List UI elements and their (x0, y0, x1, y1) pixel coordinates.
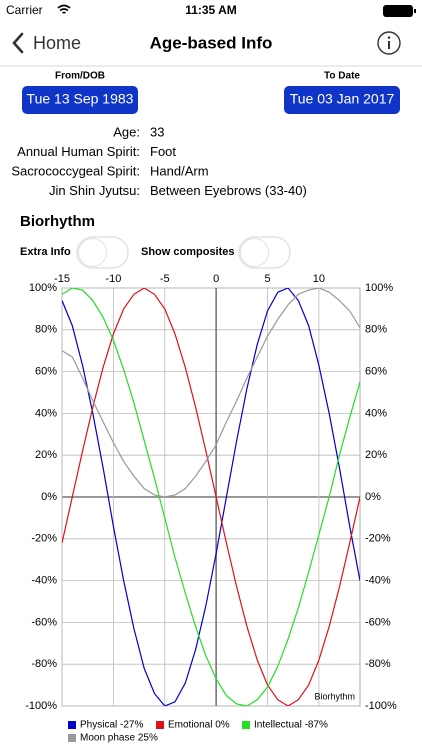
toggle-knob[interactable] (78, 238, 107, 267)
y2-tick-label: -80% (365, 658, 391, 670)
series-line (62, 288, 360, 498)
from-label: From/DOB (55, 71, 105, 82)
from-date[interactable]: Tue 13 Sep 1983 (27, 91, 134, 107)
back-button[interactable]: Home (33, 33, 81, 53)
y-tick-label: -80% (31, 658, 57, 670)
nav-title: Age-based Info (150, 33, 273, 52)
info-label: Sacrococcygeal Spirit: (11, 163, 140, 178)
y2-tick-label: 80% (365, 324, 387, 336)
y-tick-label: -40% (31, 575, 57, 587)
y2-tick-label: -20% (365, 533, 391, 545)
toggle-knob[interactable] (240, 238, 269, 267)
battery-tip (414, 9, 416, 13)
battery (383, 5, 413, 17)
info-value: 33 (150, 124, 164, 139)
to-date-button[interactable] (284, 86, 400, 114)
legend-label: Physical -27% (80, 720, 143, 731)
y2-tick-label: 60% (365, 366, 387, 378)
info-value: Foot (150, 144, 176, 159)
x-tick-label: 0 (213, 273, 219, 285)
y2-tick-label: 100% (365, 282, 393, 294)
from-date-button[interactable] (22, 86, 138, 114)
y2-tick-label: 40% (365, 407, 387, 419)
legend-label: Moon phase 25% (80, 733, 158, 744)
legend-swatch (68, 734, 76, 742)
carrier: Carrier (6, 3, 43, 17)
wifi-icon (57, 4, 71, 14)
back-chevron[interactable] (12, 32, 24, 54)
to-date[interactable]: Tue 03 Jan 2017 (290, 91, 395, 107)
legend-swatch (68, 721, 76, 729)
y-tick-label: 40% (35, 407, 57, 419)
y-tick-label: 80% (35, 324, 57, 336)
series-line (62, 288, 360, 706)
info-glyph (388, 41, 390, 49)
series-line (62, 288, 360, 706)
x-tick-label: -5 (160, 273, 170, 285)
info-button[interactable] (377, 31, 401, 55)
legend-label: Emotional 0% (168, 720, 230, 731)
y-tick-label: 60% (35, 366, 57, 378)
legend-label: Intellectual -87% (254, 720, 328, 731)
info-label: Annual Human Spirit: (17, 144, 140, 159)
x-tick-label: 10 (313, 273, 325, 285)
y2-tick-label: -100% (365, 700, 397, 712)
series-line (62, 288, 360, 706)
y2-tick-label: 20% (365, 449, 387, 461)
info-label: Age: (113, 124, 140, 139)
clock: 11:35 AM (185, 3, 237, 17)
to-label: To Date (324, 71, 360, 82)
x-tick-label: 5 (264, 273, 270, 285)
y-tick-label: 0% (41, 491, 57, 503)
info-value: Hand/Arm (150, 163, 209, 178)
y2-tick-label: 0% (365, 491, 381, 503)
y-tick-label: -100% (25, 700, 57, 712)
y-tick-label: 100% (29, 282, 57, 294)
x-tick-label: -10 (105, 273, 121, 285)
toggle-label: Show composites (141, 246, 235, 258)
x-tick-label: -15 (54, 273, 70, 285)
y-tick-label: -20% (31, 533, 57, 545)
toggle-label: Extra Info (20, 246, 71, 258)
legend-swatch (156, 721, 164, 729)
section-title: Biorhythm (20, 213, 95, 230)
chart-annotation: Biorhythm (314, 691, 355, 701)
info-glyph-dot (387, 36, 391, 39)
legend-swatch (242, 721, 250, 729)
info-value: Between Eyebrows (33-40) (150, 183, 307, 198)
y2-tick-label: -60% (365, 616, 391, 628)
y-tick-label: -60% (31, 616, 57, 628)
info-label: Jin Shin Jyutsu: (49, 183, 140, 198)
y-tick-label: 20% (35, 449, 57, 461)
y2-tick-label: -40% (365, 575, 391, 587)
